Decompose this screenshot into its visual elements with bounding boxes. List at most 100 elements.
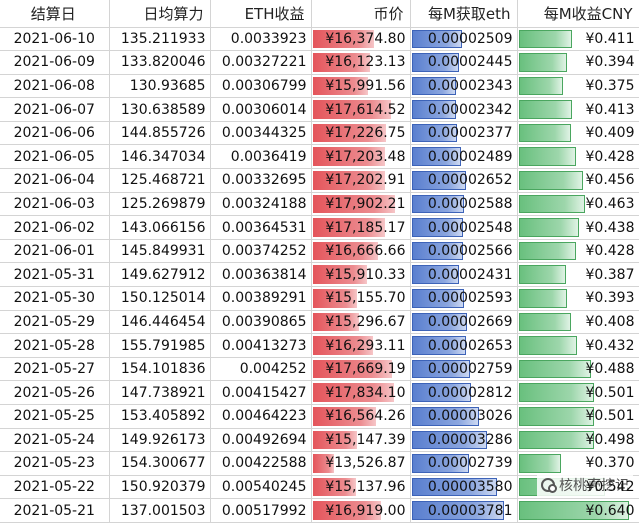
cell-eth-value: 0.00306014 (221, 101, 307, 118)
per-m-cny-bar (518, 123, 572, 143)
cell-hashrate-value: 150.920379 (120, 479, 206, 496)
cell-per-m-cny-value: ¥0.408 (585, 313, 635, 330)
cell-hashrate-value: 146.446454 (120, 313, 206, 330)
cell-per-m-cny: ¥0.432 (517, 333, 639, 358)
cell-per-m-cny-value: ¥0.370 (585, 455, 635, 472)
table-row: 2021-06-02 143.066156 0.00364531 ¥17,185.17… (0, 215, 639, 240)
cell-hashrate: 150.920379 (109, 475, 211, 500)
cell-per-m-eth: 0.00002342 (410, 97, 518, 122)
cell-date-value: 2021-06-06 (13, 125, 95, 142)
cell-eth: 0.00389291 (210, 286, 312, 311)
per-m-cny-bar (518, 336, 577, 355)
cell-per-m-eth-value: 0.00002343 (427, 77, 513, 94)
cell-per-m-cny-value: ¥0.411 (585, 30, 635, 47)
price-bar (312, 383, 395, 402)
cell-per-m-eth-value: 0.00002489 (427, 148, 513, 165)
cell-eth-value: 0.00492694 (221, 431, 307, 448)
cell-per-m-eth: 0.00002445 (410, 50, 518, 75)
cell-hashrate-value: 137.001503 (120, 502, 206, 519)
cell-hashrate-value: 149.627912 (120, 266, 206, 283)
price-bar (312, 123, 386, 143)
cell-date-value: 2021-05-30 (13, 290, 95, 307)
cell-hashrate: 146.446454 (109, 310, 211, 335)
cell-price-value: ¥15,137.96 (325, 479, 406, 496)
cell-hashrate: 125.468721 (109, 168, 211, 193)
table-row: 2021-05-28 155.791985 0.00413273 ¥16,293.11… (0, 333, 639, 358)
table-row: 2021-05-21 137.001503 0.00517992 ¥16,919.00… (0, 498, 639, 523)
cell-date: 2021-05-29 (0, 310, 110, 335)
per-m-cny-bar (518, 194, 585, 214)
cell-hashrate: 154.101836 (109, 357, 211, 382)
cell-per-m-eth: 0.00003781 (410, 498, 518, 523)
cell-eth-value: 0.0033923 (230, 30, 307, 47)
cell-date: 2021-05-24 (0, 428, 110, 453)
cell-per-m-eth: 0.00002548 (410, 215, 518, 240)
per-m-cny-bar (518, 265, 566, 285)
cell-date: 2021-06-09 (0, 50, 110, 75)
cell-per-m-eth: 0.00002812 (410, 380, 518, 405)
cell-per-m-cny-value: ¥0.375 (585, 77, 635, 94)
cell-price: ¥17,202.91 (311, 168, 411, 193)
per-m-eth-bar (411, 29, 462, 49)
table-row: 2021-06-05 146.347034 0.0036419 ¥17,203.48 0… (0, 144, 639, 170)
per-m-cny-bar (518, 241, 576, 261)
cell-eth: 0.00464223 (210, 404, 312, 429)
cell-per-m-cny-value: ¥0.413 (585, 101, 635, 118)
cell-hashrate-value: 153.405892 (120, 408, 206, 425)
cell-price: ¥13,526.87 (311, 451, 411, 476)
cell-price: ¥17,834.10 (311, 380, 411, 405)
price-bar (312, 29, 374, 49)
cell-per-m-cny-value: ¥0.438 (585, 219, 635, 236)
cell-per-m-eth-value: 0.00002739 (427, 455, 513, 472)
cell-date-value: 2021-06-07 (13, 101, 95, 118)
cell-per-m-eth: 0.00003580 (410, 475, 518, 500)
table-row: 2021-05-24 149.926173 0.00492694 ¥15,147.39… (0, 428, 639, 453)
cell-per-m-eth: 0.00002588 (410, 192, 518, 217)
cell-price-value: ¥17,669.19 (325, 361, 406, 378)
cell-hashrate-value: 149.926173 (120, 431, 206, 448)
cell-price: ¥16,374.80 (311, 27, 411, 52)
cell-price-value: ¥16,374.80 (325, 30, 406, 47)
table-row: 2021-06-07 130.638589 0.00306014 ¥17,614.52… (0, 97, 639, 122)
cell-per-m-cny-value: ¥0.432 (585, 337, 635, 354)
cell-eth-value: 0.00464223 (221, 408, 307, 425)
per-m-eth-bar (411, 477, 497, 497)
cell-price: ¥15,155.70 (311, 286, 411, 311)
cell-price-value: ¥15,910.33 (325, 266, 406, 283)
cell-hashrate: 149.926173 (109, 428, 211, 453)
cell-date-value: 2021-05-28 (13, 337, 95, 354)
cell-price-value: ¥15,296.67 (325, 313, 406, 330)
per-m-eth-bar (411, 100, 456, 119)
cell-date: 2021-06-03 (0, 192, 110, 217)
cell-per-m-cny-value: ¥0.640 (585, 502, 635, 519)
cell-eth: 0.00413273 (210, 333, 312, 358)
cell-per-m-eth-value: 0.00002431 (427, 266, 513, 283)
cell-eth: 0.00492694 (210, 428, 312, 453)
cell-date: 2021-06-04 (0, 168, 110, 193)
cell-hashrate: 145.849931 (109, 239, 211, 264)
per-m-cny-bar (518, 100, 573, 119)
cell-hashrate: 133.820046 (109, 50, 211, 75)
cell-price: ¥15,296.67 (311, 310, 411, 335)
cell-price-value: ¥13,526.87 (325, 455, 406, 472)
cell-per-m-cny: ¥0.640 (517, 498, 639, 523)
cell-price: ¥16,666.66 (311, 239, 411, 264)
cell-price-value: ¥16,123.13 (325, 54, 406, 71)
cell-price: ¥15,147.39 (311, 428, 411, 453)
cell-date: 2021-06-05 (0, 144, 110, 170)
cell-price-value: ¥16,293.11 (325, 337, 406, 354)
cell-eth: 0.00363814 (210, 262, 312, 288)
price-bar (312, 100, 392, 119)
cell-per-m-eth: 0.00003286 (410, 428, 518, 453)
cell-per-m-eth-value: 0.00002593 (427, 290, 513, 307)
cell-eth-value: 0.00306799 (221, 77, 307, 94)
per-m-eth-bar (411, 289, 465, 308)
table-row: 2021-06-09 133.820046 0.00327221 ¥16,123.13… (0, 50, 639, 75)
cell-price: ¥17,185.17 (311, 215, 411, 240)
cell-price: ¥17,226.75 (311, 121, 411, 146)
cell-eth-value: 0.00332695 (221, 172, 307, 189)
table-row: 2021-06-03 125.269879 0.00324188 ¥17,902.21… (0, 192, 639, 217)
watermark: 核桃壳挖记 (537, 474, 633, 496)
cell-per-m-eth-value: 0.00003286 (427, 431, 513, 448)
cell-price: ¥16,919.00 (311, 498, 411, 523)
